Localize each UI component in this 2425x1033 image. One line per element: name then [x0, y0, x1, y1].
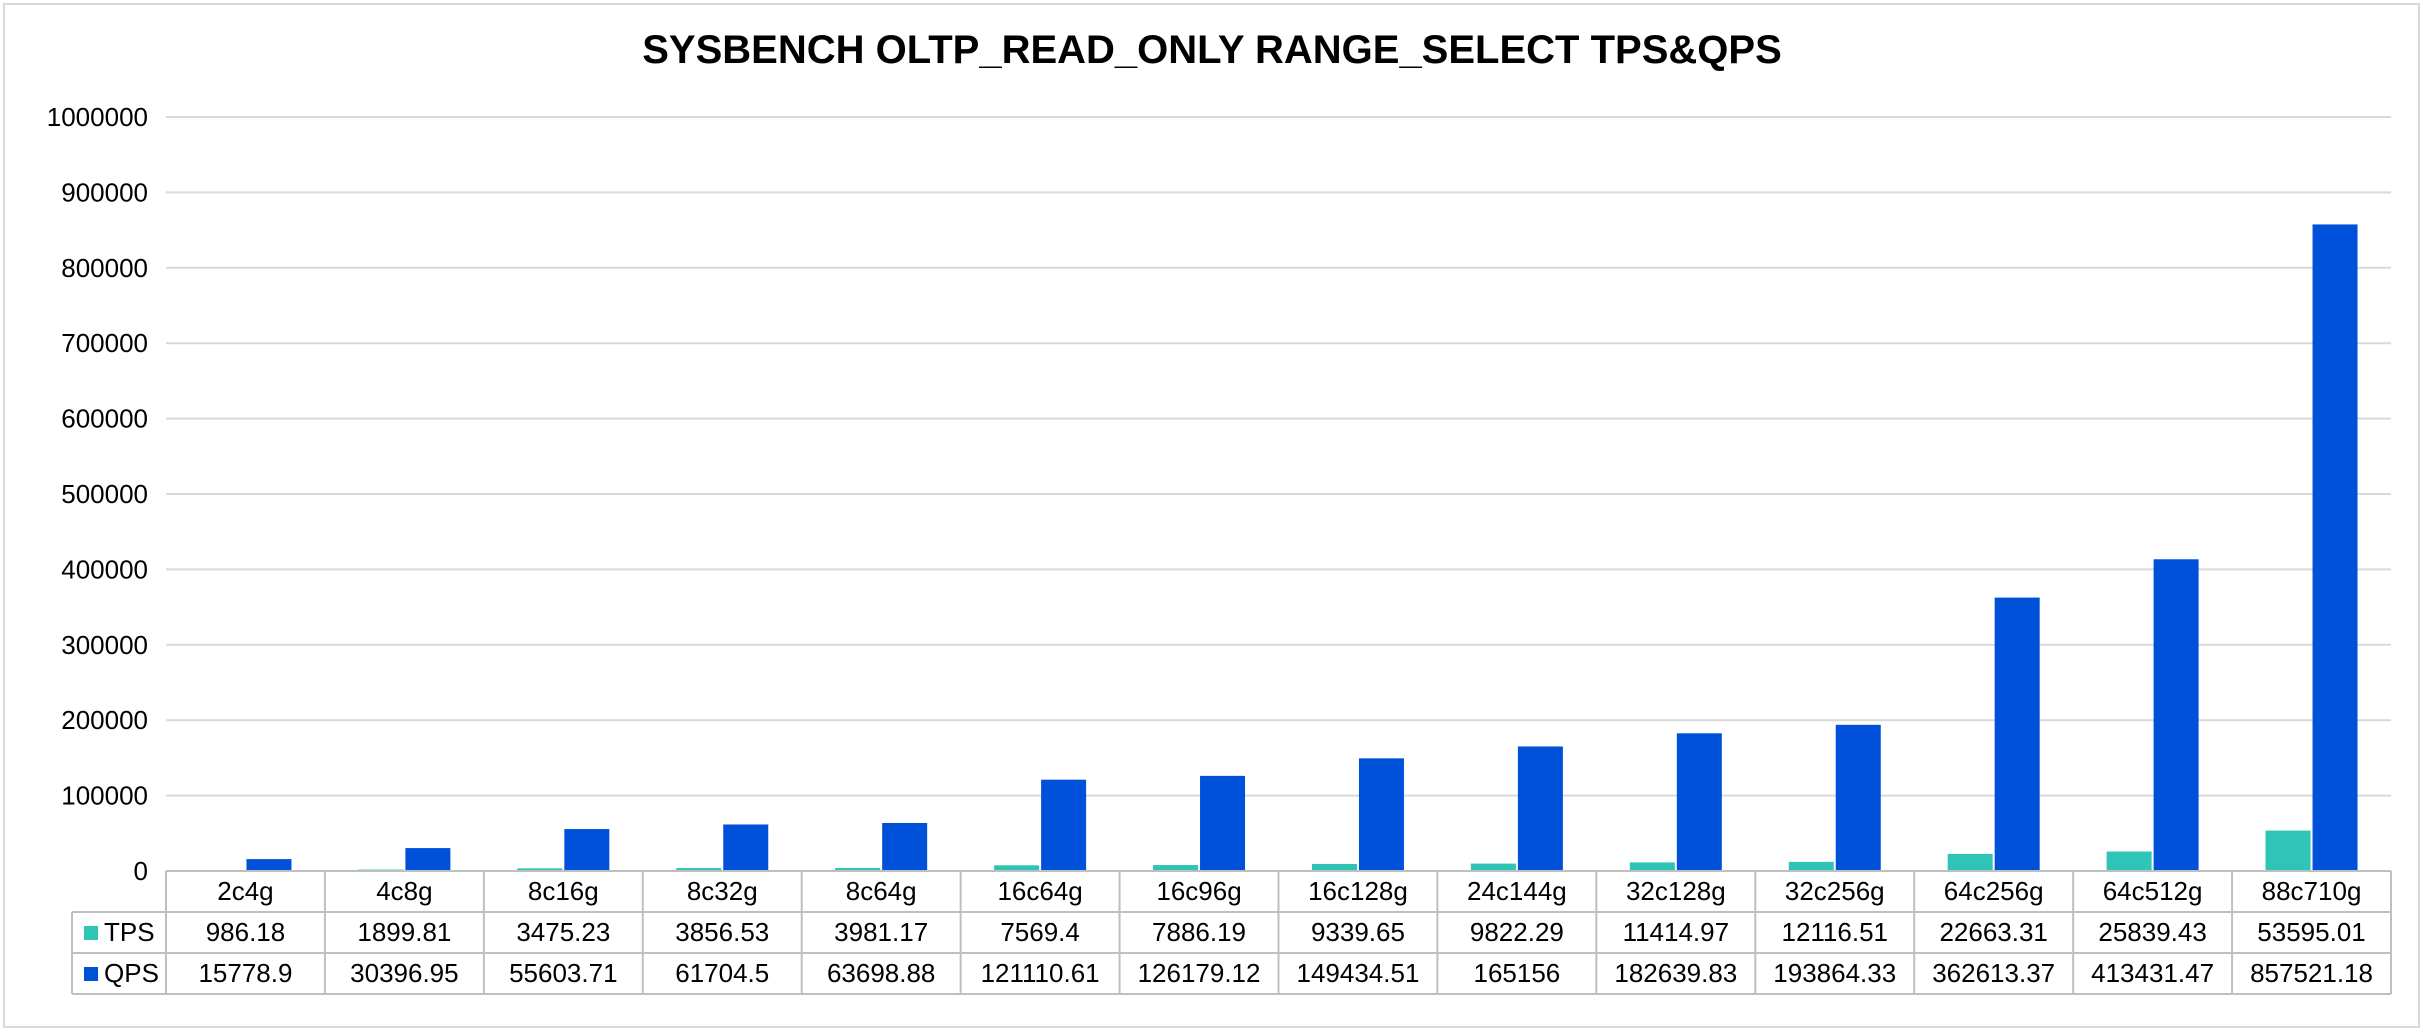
- category-label: 8c32g: [687, 876, 758, 906]
- y-tick-label: 700000: [61, 328, 148, 358]
- bar-qps: [2312, 224, 2358, 872]
- bar-qps: [1676, 733, 1722, 871]
- data-label-qps: 182639.83: [1614, 958, 1737, 988]
- gridlines: [166, 116, 2391, 872]
- bar-qps: [882, 822, 928, 871]
- category-label: 16c64g: [997, 876, 1082, 906]
- bar-qps: [1517, 746, 1563, 871]
- data-label-tps: 3981.17: [834, 917, 928, 947]
- bar-tps: [2106, 851, 2152, 871]
- data-label-tps: 9339.65: [1311, 917, 1405, 947]
- data-label-qps: 149434.51: [1297, 958, 1420, 988]
- data-label-tps: 3856.53: [675, 917, 769, 947]
- data-table: 2c4g 4c8g 8c16g 8c32g 8c64g 16c64g 16c96g 16c12…: [71, 870, 2392, 995]
- y-tick-label: 300000: [61, 630, 148, 660]
- bar-tps: [517, 868, 563, 871]
- data-label-tps: 7886.19: [1152, 917, 1246, 947]
- data-label-tps: 7569.4: [1000, 917, 1080, 947]
- category-label: 8c16g: [528, 876, 599, 906]
- bar-tps: [994, 865, 1040, 871]
- bar-tps: [1947, 853, 1993, 871]
- category-label: 64c512g: [2103, 876, 2203, 906]
- y-tick-label: 800000: [61, 253, 148, 283]
- bar-qps: [2153, 559, 2199, 871]
- bar-qps: [1358, 758, 1404, 871]
- category-label: 8c64g: [846, 876, 917, 906]
- y-tick-label: 100000: [61, 781, 148, 811]
- data-label-tps: 1899.81: [357, 917, 451, 947]
- data-label-qps: 857521.18: [2250, 958, 2373, 988]
- bar-tps: [1629, 862, 1675, 871]
- bar-tps: [676, 868, 722, 871]
- y-tick-label: 600000: [61, 404, 148, 434]
- bar-qps: [564, 829, 610, 871]
- data-label-qps: 61704.5: [675, 958, 769, 988]
- category-label: 2c4g: [217, 876, 273, 906]
- bar-qps: [1994, 597, 2040, 871]
- category-label: 16c128g: [1308, 876, 1408, 906]
- bar-tps: [1470, 863, 1516, 871]
- y-tick-label: 200000: [61, 705, 148, 735]
- category-label: 64c256g: [1944, 876, 2044, 906]
- category-label: 16c96g: [1156, 876, 1241, 906]
- data-label-qps: 126179.12: [1138, 958, 1261, 988]
- y-tick-label: 900000: [61, 177, 148, 207]
- bar-qps: [1200, 775, 1246, 871]
- category-label: 4c8g: [376, 876, 432, 906]
- bars: [199, 224, 2358, 872]
- bar-qps: [723, 824, 769, 871]
- bar-tps: [1153, 865, 1199, 871]
- bar-qps: [246, 859, 292, 871]
- data-label-qps: 63698.88: [827, 958, 935, 988]
- y-tick-label: 400000: [61, 554, 148, 584]
- y-axis-ticks: 0 100000 200000 300000 400000 500000 600000 700…: [47, 102, 148, 886]
- data-label-tps: 22663.31: [1939, 917, 2047, 947]
- data-label-tps: 986.18: [206, 917, 286, 947]
- category-label: 32c128g: [1626, 876, 1726, 906]
- data-label-tps: 53595.01: [2257, 917, 2365, 947]
- bar-tps: [1311, 863, 1357, 871]
- legend-swatch-qps: [84, 967, 98, 981]
- data-label-qps: 55603.71: [509, 958, 617, 988]
- bar-tps: [1788, 861, 1834, 871]
- data-label-qps: 362613.37: [1932, 958, 2055, 988]
- y-tick-label: 500000: [61, 479, 148, 509]
- data-label-qps: 121110.61: [981, 958, 1100, 988]
- data-label-tps: 25839.43: [2098, 917, 2206, 947]
- legend-label-qps: QPS: [104, 958, 159, 988]
- legend-swatch-tps: [84, 926, 98, 940]
- data-label-qps: 193864.33: [1773, 958, 1896, 988]
- chart-title: SYSBENCH OLTP_READ_ONLY RANGE_SELECT TPS…: [642, 28, 1782, 72]
- y-tick-label: 1000000: [47, 102, 148, 132]
- category-label: 24c144g: [1467, 876, 1567, 906]
- y-tick-label: 0: [134, 856, 148, 886]
- bar-qps: [1041, 779, 1087, 871]
- data-label-tps: 9822.29: [1470, 917, 1564, 947]
- data-label-tps: 11414.97: [1623, 917, 1730, 947]
- data-label-qps: 165156: [1474, 958, 1561, 988]
- category-label: 32c256g: [1785, 876, 1885, 906]
- bar-tps: [2265, 830, 2311, 871]
- bar-qps: [1835, 724, 1881, 871]
- category-label: 88c710g: [2262, 876, 2362, 906]
- data-label-qps: 15778.9: [198, 958, 292, 988]
- data-label-qps: 30396.95: [350, 958, 458, 988]
- bar-qps: [405, 848, 451, 871]
- data-label-tps: 3475.23: [516, 917, 610, 947]
- data-label-tps: 12116.51: [1781, 917, 1888, 947]
- legend-label-tps: TPS: [104, 917, 155, 947]
- bar-tps: [835, 867, 881, 871]
- data-label-qps: 413431.47: [2091, 958, 2214, 988]
